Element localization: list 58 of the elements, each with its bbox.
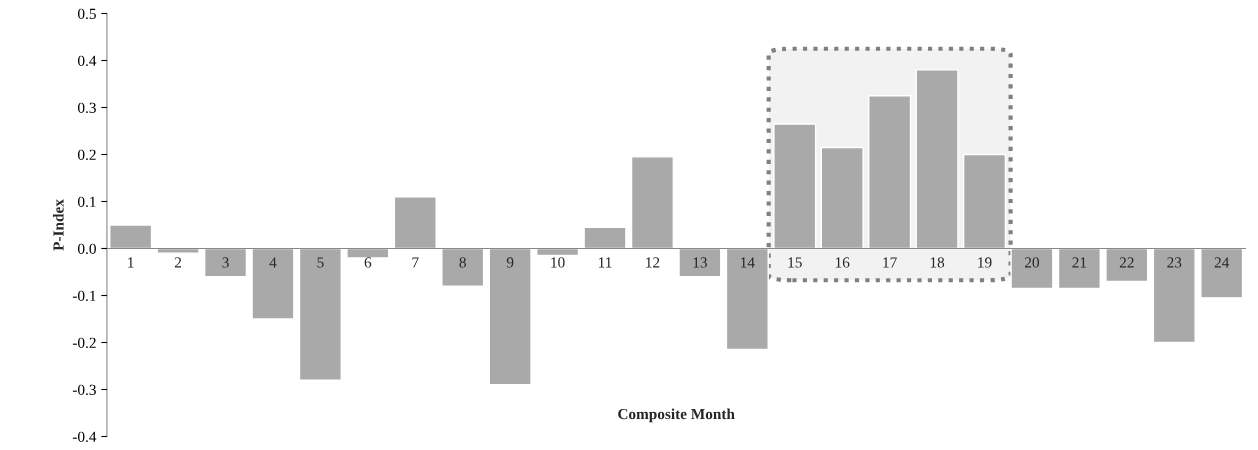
- bar: [488, 247, 532, 386]
- bar: [251, 247, 295, 320]
- y-tick-label: -0.1: [72, 290, 96, 302]
- x-tick-label: 16: [835, 257, 850, 268]
- x-tick-label: 8: [459, 257, 466, 268]
- y-tick-label: 0.4: [78, 55, 97, 67]
- bar: [678, 247, 722, 278]
- bar: [630, 156, 675, 250]
- x-tick-label: 15: [788, 257, 802, 268]
- x-tick-label: 6: [364, 257, 372, 268]
- y-tick-label: 0.0: [78, 243, 96, 255]
- x-tick-label: 13: [693, 257, 707, 268]
- bar: [1200, 247, 1244, 299]
- x-tick-label: 18: [930, 257, 945, 268]
- bar: [583, 226, 627, 250]
- x-tick-label: 9: [506, 257, 514, 268]
- bar: [393, 196, 437, 250]
- y-tick-label: -0.4: [72, 431, 97, 443]
- x-tick-label: 21: [1072, 257, 1087, 268]
- x-axis-title: Composite Month: [618, 408, 735, 423]
- bar: [773, 123, 817, 250]
- bar: [868, 95, 912, 250]
- x-tick-label: 22: [1119, 257, 1134, 268]
- x-tick-label: 20: [1024, 257, 1040, 268]
- y-axis-title: P-Index: [52, 199, 64, 251]
- x-tick-label: 10: [551, 257, 565, 268]
- bar: [203, 247, 248, 278]
- bar: [915, 69, 959, 250]
- bar: [962, 153, 1007, 250]
- x-tick-label: 24: [1214, 257, 1230, 268]
- x-tick-label: 14: [741, 257, 755, 268]
- x-tick-label: 4: [269, 257, 277, 268]
- y-tick-label: 0.1: [78, 196, 96, 208]
- bar: [1057, 247, 1101, 290]
- x-tick-label: 1: [128, 257, 134, 268]
- x-tick-label: 17: [883, 257, 897, 268]
- bar: [1152, 247, 1196, 344]
- x-tick-label: 2: [174, 257, 182, 268]
- y-tick-label: 0.5: [78, 8, 96, 20]
- bar: [820, 146, 864, 250]
- y-tick-label: 0.3: [78, 102, 96, 114]
- bar: [725, 247, 769, 351]
- y-tick-label: 0.2: [78, 149, 96, 161]
- x-tick-label: 5: [317, 257, 324, 268]
- x-tick-label: 7: [412, 257, 419, 268]
- x-tick-label: 23: [1167, 257, 1182, 268]
- bar: [109, 224, 153, 250]
- bar: [298, 247, 342, 381]
- bar: [441, 247, 485, 287]
- x-tick-label: 11: [599, 257, 612, 268]
- bar: [1105, 247, 1149, 283]
- bar: [346, 247, 390, 259]
- y-tick-label: -0.2: [72, 337, 96, 349]
- bar: [1010, 247, 1054, 290]
- x-tick-label: 3: [222, 257, 229, 268]
- y-tick-label: -0.3: [72, 384, 96, 396]
- x-tick-label: 19: [978, 257, 992, 268]
- x-tick-label: 12: [646, 257, 660, 268]
